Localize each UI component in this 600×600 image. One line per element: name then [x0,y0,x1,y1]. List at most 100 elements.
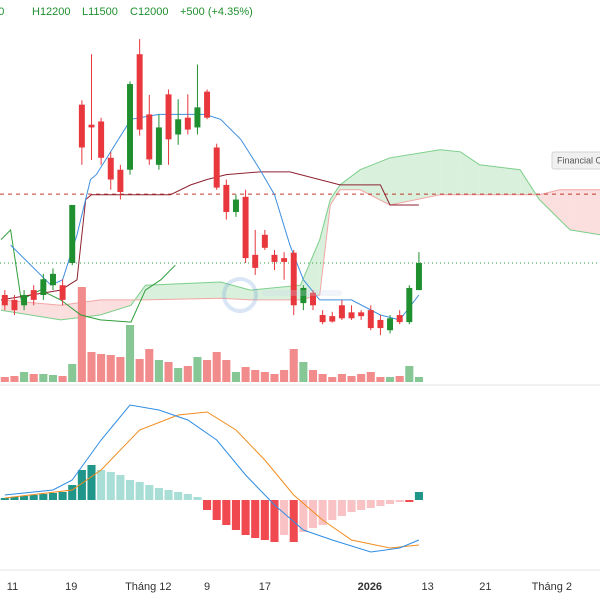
x-tick-label: 9 [204,581,210,593]
candle-body [59,285,66,300]
volume-bar [376,377,385,382]
volume-bar [20,372,29,382]
volume-bar [164,362,173,382]
histogram-bar [308,500,318,528]
histogram-bar [125,480,135,500]
header-high: H12200 [32,6,71,18]
volume-bar [77,287,86,382]
candle-body [49,273,56,286]
candle-body [194,107,201,128]
volume-bar [10,376,19,382]
header-change: +500 (+4.35%) [180,6,253,18]
candle-body [348,312,355,319]
candle-body [396,315,403,323]
candle-body [242,196,249,259]
candle-body [358,312,365,317]
volume-bar [87,352,96,382]
volume-bar [154,360,163,382]
histogram-bar [48,493,58,500]
histogram-bar [222,500,231,525]
candle-body [252,254,259,268]
volume-bar [395,376,404,382]
volume-bar [289,349,298,382]
histogram-bar [280,500,289,535]
candle-body [107,157,114,180]
volume-bar [39,374,48,382]
histogram-bar [58,492,67,500]
histogram-bar [376,500,385,506]
candle-body [290,252,297,306]
volume-bar [29,374,38,382]
volume-bar [174,368,183,382]
x-tick-label: 13 [421,581,433,593]
candle-body [146,114,153,160]
cloud-segment [390,149,441,205]
histogram-bar [29,495,38,500]
histogram-bar [203,500,212,510]
candle-body [165,94,172,140]
cloud-segment [539,189,560,220]
histogram-bar [154,488,163,500]
volume-bar [241,367,250,382]
cloud-segment [570,189,600,235]
histogram-bar [135,482,144,500]
candle-body [11,299,18,311]
candle-body [30,290,37,300]
volume-bar [280,370,289,382]
volume-bar [260,372,269,382]
price-pane [0,39,600,382]
volume-bar [357,374,366,382]
candle-body [377,319,384,329]
histogram-bar [328,500,337,520]
candle-body [204,91,211,118]
histogram-bar [270,500,279,542]
candle-body [406,287,413,323]
header-low: L11500 [82,6,118,18]
volume-bar [414,377,423,382]
cloud-segment [440,149,461,195]
volume-bar [328,377,337,382]
header-open: 500 [0,6,4,18]
label-box [551,151,600,170]
volume-bar [135,359,144,382]
candle-body [213,147,220,188]
volume-bar [125,325,135,382]
candle-body [300,287,307,304]
histogram-bar [357,500,366,510]
volume-bar [222,360,231,382]
histogram-bar [241,500,250,535]
candle-body [271,254,278,262]
candle-body [69,204,76,263]
volume-bar [405,366,414,382]
signal-line [4,411,419,549]
candle-body [98,121,105,158]
histogram-bar [193,497,202,500]
histogram-bar [251,500,260,538]
chikou-line [0,228,176,323]
histogram-bar [77,470,86,500]
volume-bar [308,370,318,382]
candle-body [88,124,95,128]
histogram-bar [116,475,125,500]
volume-bar [231,372,240,382]
header-close: C12000 [130,6,169,18]
candle-body [1,294,8,306]
candle-body [223,184,230,213]
histogram-bar [39,494,48,500]
histogram-bar [183,494,192,500]
candle-body [127,84,134,170]
cloud-segment [250,285,301,300]
histogram-bar [212,500,221,520]
cloud-span-b [0,189,600,306]
candle-body [175,119,182,135]
cloud-segment [100,299,131,315]
volume-bar [58,376,67,382]
histogram-bar [164,490,173,500]
cloud-segment [479,164,521,195]
macd-line [4,404,420,553]
histogram-bar [106,472,115,500]
cloud-segment [330,184,340,205]
candle-body [310,292,316,306]
volume-bar [212,352,221,382]
